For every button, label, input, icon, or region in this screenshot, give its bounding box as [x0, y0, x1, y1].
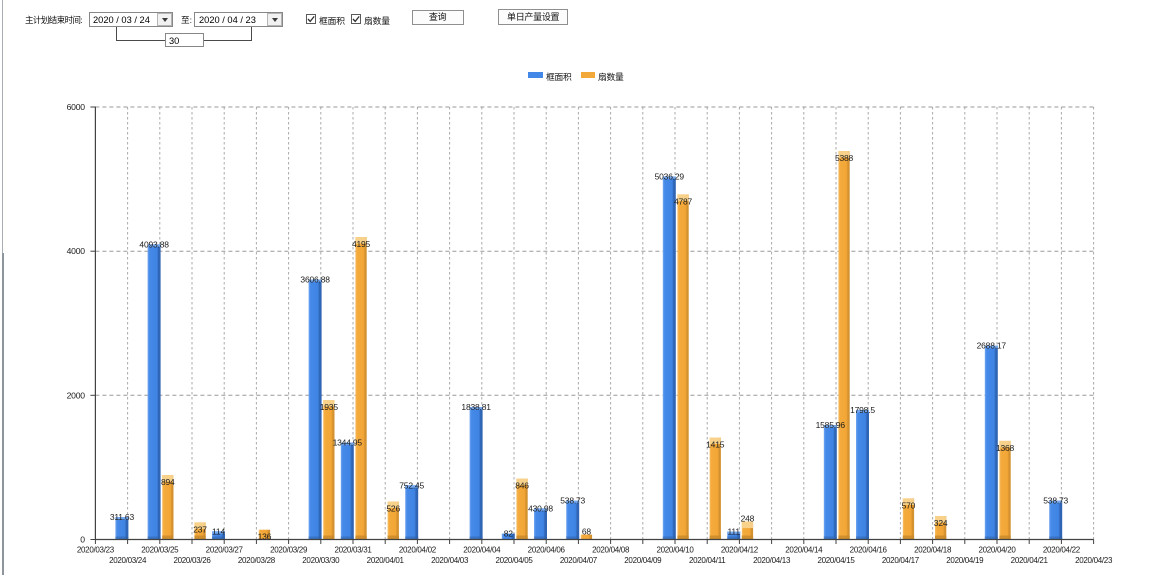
- svg-text:538.73: 538.73: [1043, 496, 1068, 506]
- svg-text:2020/03/24: 2020/03/24: [109, 556, 147, 565]
- svg-text:136: 136: [258, 532, 272, 542]
- svg-text:2020/04/15: 2020/04/15: [817, 556, 855, 565]
- svg-text:2020/04/12: 2020/04/12: [721, 546, 759, 555]
- svg-text:1415: 1415: [706, 440, 725, 450]
- svg-text:526: 526: [386, 504, 400, 514]
- svg-text:2020/04/05: 2020/04/05: [495, 556, 533, 565]
- svg-text:538.73: 538.73: [560, 496, 585, 506]
- svg-text:1798.5: 1798.5: [850, 405, 875, 415]
- svg-text:237: 237: [193, 524, 207, 534]
- svg-text:2020/04/01: 2020/04/01: [367, 556, 405, 565]
- svg-text:2020/04/04: 2020/04/04: [463, 546, 501, 555]
- svg-text:1838.81: 1838.81: [461, 402, 491, 412]
- svg-text:114: 114: [212, 526, 225, 536]
- svg-text:111: 111: [728, 527, 741, 537]
- svg-text:2020/04/17: 2020/04/17: [882, 556, 920, 565]
- svg-text:2020/04/06: 2020/04/06: [528, 546, 566, 555]
- svg-text:2020/04/07: 2020/04/07: [560, 556, 598, 565]
- svg-text:2020/03/31: 2020/03/31: [334, 546, 372, 555]
- svg-text:2020/04/09: 2020/04/09: [624, 556, 662, 565]
- svg-text:2020/03/28: 2020/03/28: [238, 556, 276, 565]
- svg-text:4787: 4787: [674, 196, 693, 206]
- svg-text:2020/03/23: 2020/03/23: [77, 546, 115, 555]
- svg-text:311.63: 311.63: [110, 512, 135, 522]
- svg-text:2020/04/18: 2020/04/18: [914, 546, 952, 555]
- svg-text:2020/03/27: 2020/03/27: [206, 546, 244, 555]
- svg-text:1585.96: 1585.96: [816, 420, 846, 430]
- svg-text:2020/03/26: 2020/03/26: [173, 556, 211, 565]
- svg-text:2020/04/19: 2020/04/19: [946, 556, 984, 565]
- svg-text:1368: 1368: [996, 443, 1015, 453]
- svg-text:248: 248: [741, 514, 755, 524]
- svg-text:2020/04/03: 2020/04/03: [431, 556, 469, 565]
- svg-text:2020/04/23: 2020/04/23: [1075, 556, 1113, 565]
- svg-text:68: 68: [582, 527, 592, 537]
- svg-text:2020/04/16: 2020/04/16: [850, 546, 888, 555]
- svg-text:4195: 4195: [352, 239, 371, 249]
- svg-text:2020/04/22: 2020/04/22: [1043, 546, 1081, 555]
- svg-text:3606.88: 3606.88: [300, 275, 330, 285]
- svg-text:5388: 5388: [835, 153, 854, 163]
- svg-text:2020/03/30: 2020/03/30: [302, 556, 340, 565]
- svg-text:430.98: 430.98: [528, 503, 553, 513]
- svg-text:324: 324: [934, 518, 948, 528]
- svg-text:570: 570: [902, 500, 916, 510]
- svg-text:2020/03/25: 2020/03/25: [141, 546, 179, 555]
- svg-text:2020/04/11: 2020/04/11: [689, 556, 726, 565]
- svg-text:1344.95: 1344.95: [333, 438, 363, 448]
- svg-text:4093.88: 4093.88: [139, 239, 169, 249]
- svg-text:2020/04/21: 2020/04/21: [1011, 556, 1049, 565]
- svg-text:2020/03/29: 2020/03/29: [270, 546, 308, 555]
- svg-text:2020/04/02: 2020/04/02: [399, 546, 437, 555]
- svg-text:2000: 2000: [67, 390, 86, 400]
- svg-text:6000: 6000: [67, 102, 86, 112]
- svg-text:2688.17: 2688.17: [977, 341, 1007, 351]
- svg-text:2020/04/10: 2020/04/10: [656, 546, 694, 555]
- svg-text:2020/04/20: 2020/04/20: [978, 546, 1016, 555]
- svg-text:1935: 1935: [320, 402, 339, 412]
- svg-text:5036.29: 5036.29: [655, 172, 685, 182]
- svg-text:894: 894: [161, 477, 175, 487]
- svg-text:4000: 4000: [67, 246, 86, 256]
- svg-text:2020/04/14: 2020/04/14: [785, 546, 823, 555]
- svg-text:2020/04/08: 2020/04/08: [592, 546, 630, 555]
- svg-text:752.45: 752.45: [399, 480, 424, 490]
- svg-text:2020/04/13: 2020/04/13: [753, 556, 791, 565]
- svg-text:82: 82: [504, 529, 514, 539]
- svg-text:0: 0: [80, 535, 85, 545]
- svg-text:846: 846: [515, 481, 529, 491]
